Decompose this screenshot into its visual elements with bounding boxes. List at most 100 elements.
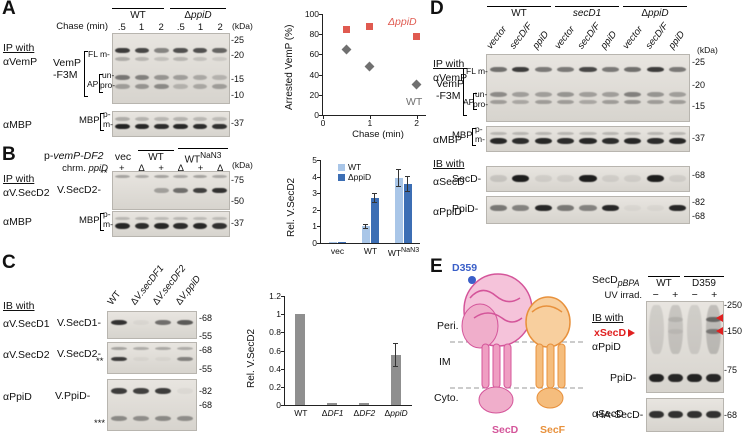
band-label-ap: AP	[87, 79, 99, 89]
blot-band	[687, 374, 702, 383]
blot-band	[579, 138, 597, 144]
blot-band	[173, 57, 188, 61]
lane-sign: Δ	[177, 163, 185, 174]
blot-band	[646, 99, 664, 105]
legend-label-dppid: ΔppiD	[348, 172, 372, 182]
blot-band	[534, 138, 552, 144]
blot-band	[624, 66, 642, 73]
antibody-vsecd2: αV.SecD2	[3, 187, 50, 199]
blot-band	[579, 99, 597, 105]
blot-band	[173, 123, 188, 130]
category-label: ΔDF1	[321, 408, 344, 418]
blot-band	[173, 116, 188, 121]
y-tick-mark	[281, 314, 285, 316]
blot-band	[192, 57, 208, 61]
lane-header: secD/F	[643, 20, 671, 52]
blot-band	[115, 174, 130, 178]
blot-band	[601, 131, 619, 136]
blot-band	[132, 356, 150, 362]
blot-band	[153, 57, 169, 61]
x-tick-mark	[416, 115, 418, 119]
legend-swatch-dppid	[338, 173, 345, 181]
secf-ribbon	[525, 296, 571, 409]
blot-band	[669, 131, 687, 136]
blot-ppid-crosslink	[646, 301, 724, 393]
panel-e-label: E	[430, 256, 443, 277]
secd-label: SecD	[492, 424, 519, 436]
blot-band	[211, 47, 227, 54]
band-label-vsecd2: V.SecD2-	[57, 184, 101, 196]
lane-time: 2	[158, 22, 164, 33]
blot-band	[192, 216, 208, 221]
blot-band	[115, 116, 130, 121]
y-tick-label: 4	[312, 171, 317, 182]
kda-marker: 68	[199, 400, 212, 410]
blot-band	[489, 138, 507, 144]
blot-band	[211, 223, 227, 229]
band-label-un: un-	[102, 70, 115, 80]
lane-time: 1	[197, 22, 204, 33]
blot-vppid	[107, 379, 197, 431]
y-tick-mark	[281, 405, 285, 406]
blot-band	[646, 131, 664, 136]
kda-marker: 10	[231, 90, 244, 100]
lane-sign: +	[158, 163, 164, 174]
bracket	[473, 93, 477, 110]
chrm-ppid-label: chrm. ppiD	[62, 163, 108, 174]
y-tick-label: 1.2	[269, 291, 281, 301]
group-header-wt: WT	[112, 8, 164, 21]
blot-band	[110, 356, 128, 362]
blot-band	[173, 223, 188, 229]
blot-band	[154, 320, 172, 325]
y-tick-label: 5	[312, 155, 317, 165]
kda-marker: 250	[724, 300, 742, 310]
blot-band	[110, 346, 128, 350]
bar	[403, 184, 412, 243]
lane-header: vector	[552, 24, 578, 52]
group-header-wt: WT	[138, 150, 174, 163]
y-tick-mark	[319, 74, 323, 76]
y-tick-mark	[317, 193, 321, 195]
category-label: ΔppiD	[384, 408, 408, 418]
band-label-vsecd2: V.SecD2-	[57, 348, 101, 360]
y-tick-label: 0.8	[269, 327, 281, 338]
lane-time: 1	[138, 22, 145, 33]
residue-label-d359: D359	[452, 262, 478, 274]
band-label-ap: AP	[463, 97, 475, 107]
kda-marker: 68	[692, 211, 705, 221]
band-label-fl: FL m-	[466, 66, 488, 76]
chart-a-ylabel: Arrested VemP (%)	[284, 24, 295, 110]
blot-band	[534, 91, 552, 97]
blot-band	[115, 223, 130, 229]
blot-band	[115, 216, 130, 221]
antibody-ppid: αPpiD	[3, 391, 32, 403]
kda-marker: 68	[692, 170, 705, 180]
blot-band	[192, 83, 208, 89]
blot-band	[601, 99, 619, 105]
kda-marker: 68	[199, 313, 212, 323]
blot-band	[176, 320, 194, 325]
kda-marker: 50	[231, 196, 244, 206]
y-tick-mark	[317, 243, 321, 244]
lane-sign: +	[119, 163, 125, 174]
blot-band	[110, 320, 128, 325]
kda-label: (kDa)	[232, 21, 253, 31]
bar	[295, 314, 306, 405]
category-label: ΔDF2	[353, 408, 376, 418]
blot-band	[557, 91, 575, 97]
y-tick-label: 3	[312, 188, 317, 199]
y-tick-label: 0.6	[269, 345, 281, 356]
blot-band	[706, 317, 721, 322]
kda-marker: 68	[199, 345, 212, 355]
lane-header: ppiD	[666, 29, 688, 52]
nonspecific-stars: ***	[94, 418, 106, 429]
blot-vsecd1	[107, 311, 197, 339]
blot-band	[134, 57, 150, 61]
blot-band	[579, 174, 597, 182]
blot-band	[601, 174, 619, 182]
blot-band	[176, 346, 194, 350]
band-label-ppid: PpiD-	[452, 203, 479, 215]
y-tick-mark	[281, 386, 285, 388]
kda-marker: 37	[231, 218, 244, 228]
